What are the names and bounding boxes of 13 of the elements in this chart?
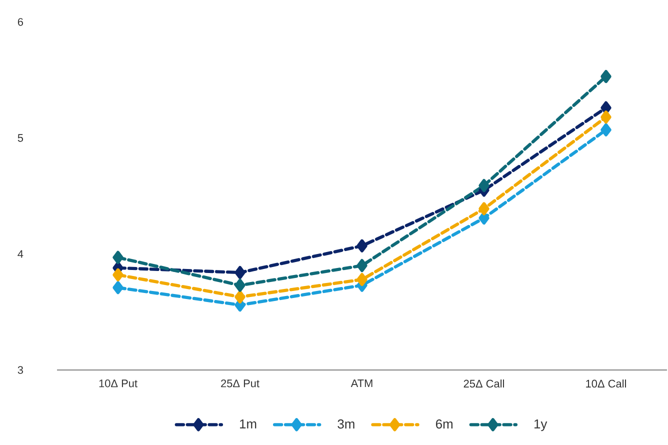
y-tick-label: 4 (18, 250, 24, 258)
x-tick-label: 10Δ Call (586, 380, 626, 388)
legend-label: 1y (534, 419, 548, 432)
x-tick-label: 25Δ Call (464, 380, 504, 388)
legend-label: 1m (240, 419, 256, 428)
legend-label: 3m (338, 419, 354, 429)
x-tick-label: 25Δ Put (221, 380, 260, 388)
y-tick-label: 3 (18, 366, 24, 374)
y-tick-label: 6 (18, 18, 24, 26)
legend-label: 6m (436, 419, 452, 429)
y-tick-label: 5 (18, 134, 24, 142)
x-tick-label: 10Δ Put (99, 380, 138, 388)
x-tick-label: ATM (350, 380, 372, 388)
